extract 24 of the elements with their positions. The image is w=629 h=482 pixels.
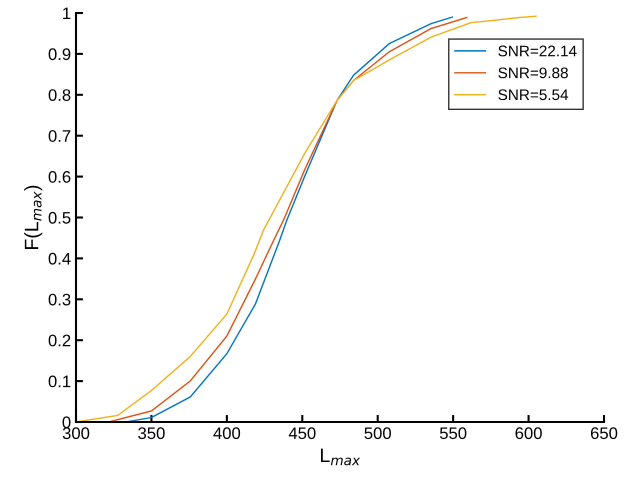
x-axis-title: L$_{max}$ [320,448,360,466]
y-tick-label: 0.5 [48,212,70,224]
y-tick-label: 0.6 [48,171,70,183]
y-tick-label: 0.8 [48,89,70,102]
x-tick-label: 300 [62,427,90,440]
x-tick-label: 600 [516,427,542,440]
legend-label: SNR=22.14 [498,46,577,56]
legend-label: SNR=5.54 [498,89,568,100]
y-tick-label: 1 [63,8,70,20]
x-tick-label: 400 [213,427,240,440]
y-tick-label: 0 [62,416,70,428]
x-tick-label: 450 [288,427,316,440]
y-tick-label: 0.1 [48,376,70,388]
x-tick-label: 650 [590,427,618,440]
y-tick-label: 0.2 [48,334,70,346]
x-tick-label: 350 [138,427,165,440]
y-tick-label: 0.4 [48,252,71,265]
y-tick-label: 0.3 [48,294,70,306]
x-tick-label: 550 [440,427,466,440]
legend-label: SNR=9.88 [498,67,568,78]
x-tick-label: 500 [364,427,391,440]
y-axis-title: F(L$_{max}$) [24,186,42,249]
y-tick-label: 0.9 [48,48,70,60]
y-tick-label: 0.7 [48,130,70,142]
